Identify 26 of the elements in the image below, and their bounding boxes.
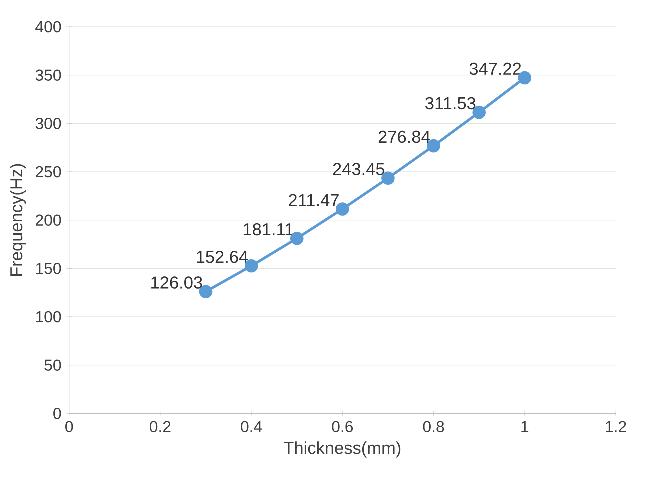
y-tick-label: 350	[36, 70, 62, 81]
x-tick-label: 0.2	[150, 421, 171, 432]
data-label: 211.47	[289, 194, 339, 206]
y-axis-title: Frequency(Hz)	[10, 164, 26, 276]
x-axis-title: Thickness(mm)	[284, 442, 401, 458]
y-tick-label: 200	[36, 214, 62, 226]
x-tick-label: 0	[66, 421, 74, 432]
data-label: 243.45	[333, 163, 385, 176]
y-tick-label: 100	[36, 311, 62, 323]
x-tick-label: 0.4	[241, 421, 262, 432]
x-tick-label: 0.6	[332, 421, 354, 432]
data-label: 276.84	[378, 130, 430, 144]
y-tick-label: 50	[44, 360, 62, 371]
data-label: 126.03	[152, 276, 202, 289]
data-label: 311.53	[426, 97, 476, 110]
x-tick-label: 1.2	[606, 421, 626, 432]
x-tick-label: 0.8	[423, 421, 444, 432]
data-label: 152.64	[197, 250, 248, 264]
y-tick-label: 300	[36, 118, 62, 130]
y-tick-label: 250	[36, 166, 62, 178]
y-tick-label: 400	[36, 21, 62, 33]
data-label: 181.11	[244, 223, 294, 236]
data-label: 347.22	[470, 62, 522, 76]
y-tick-label: 150	[36, 263, 62, 274]
y-tick-label: 0	[54, 408, 62, 420]
x-tick-label: 1	[522, 421, 529, 432]
